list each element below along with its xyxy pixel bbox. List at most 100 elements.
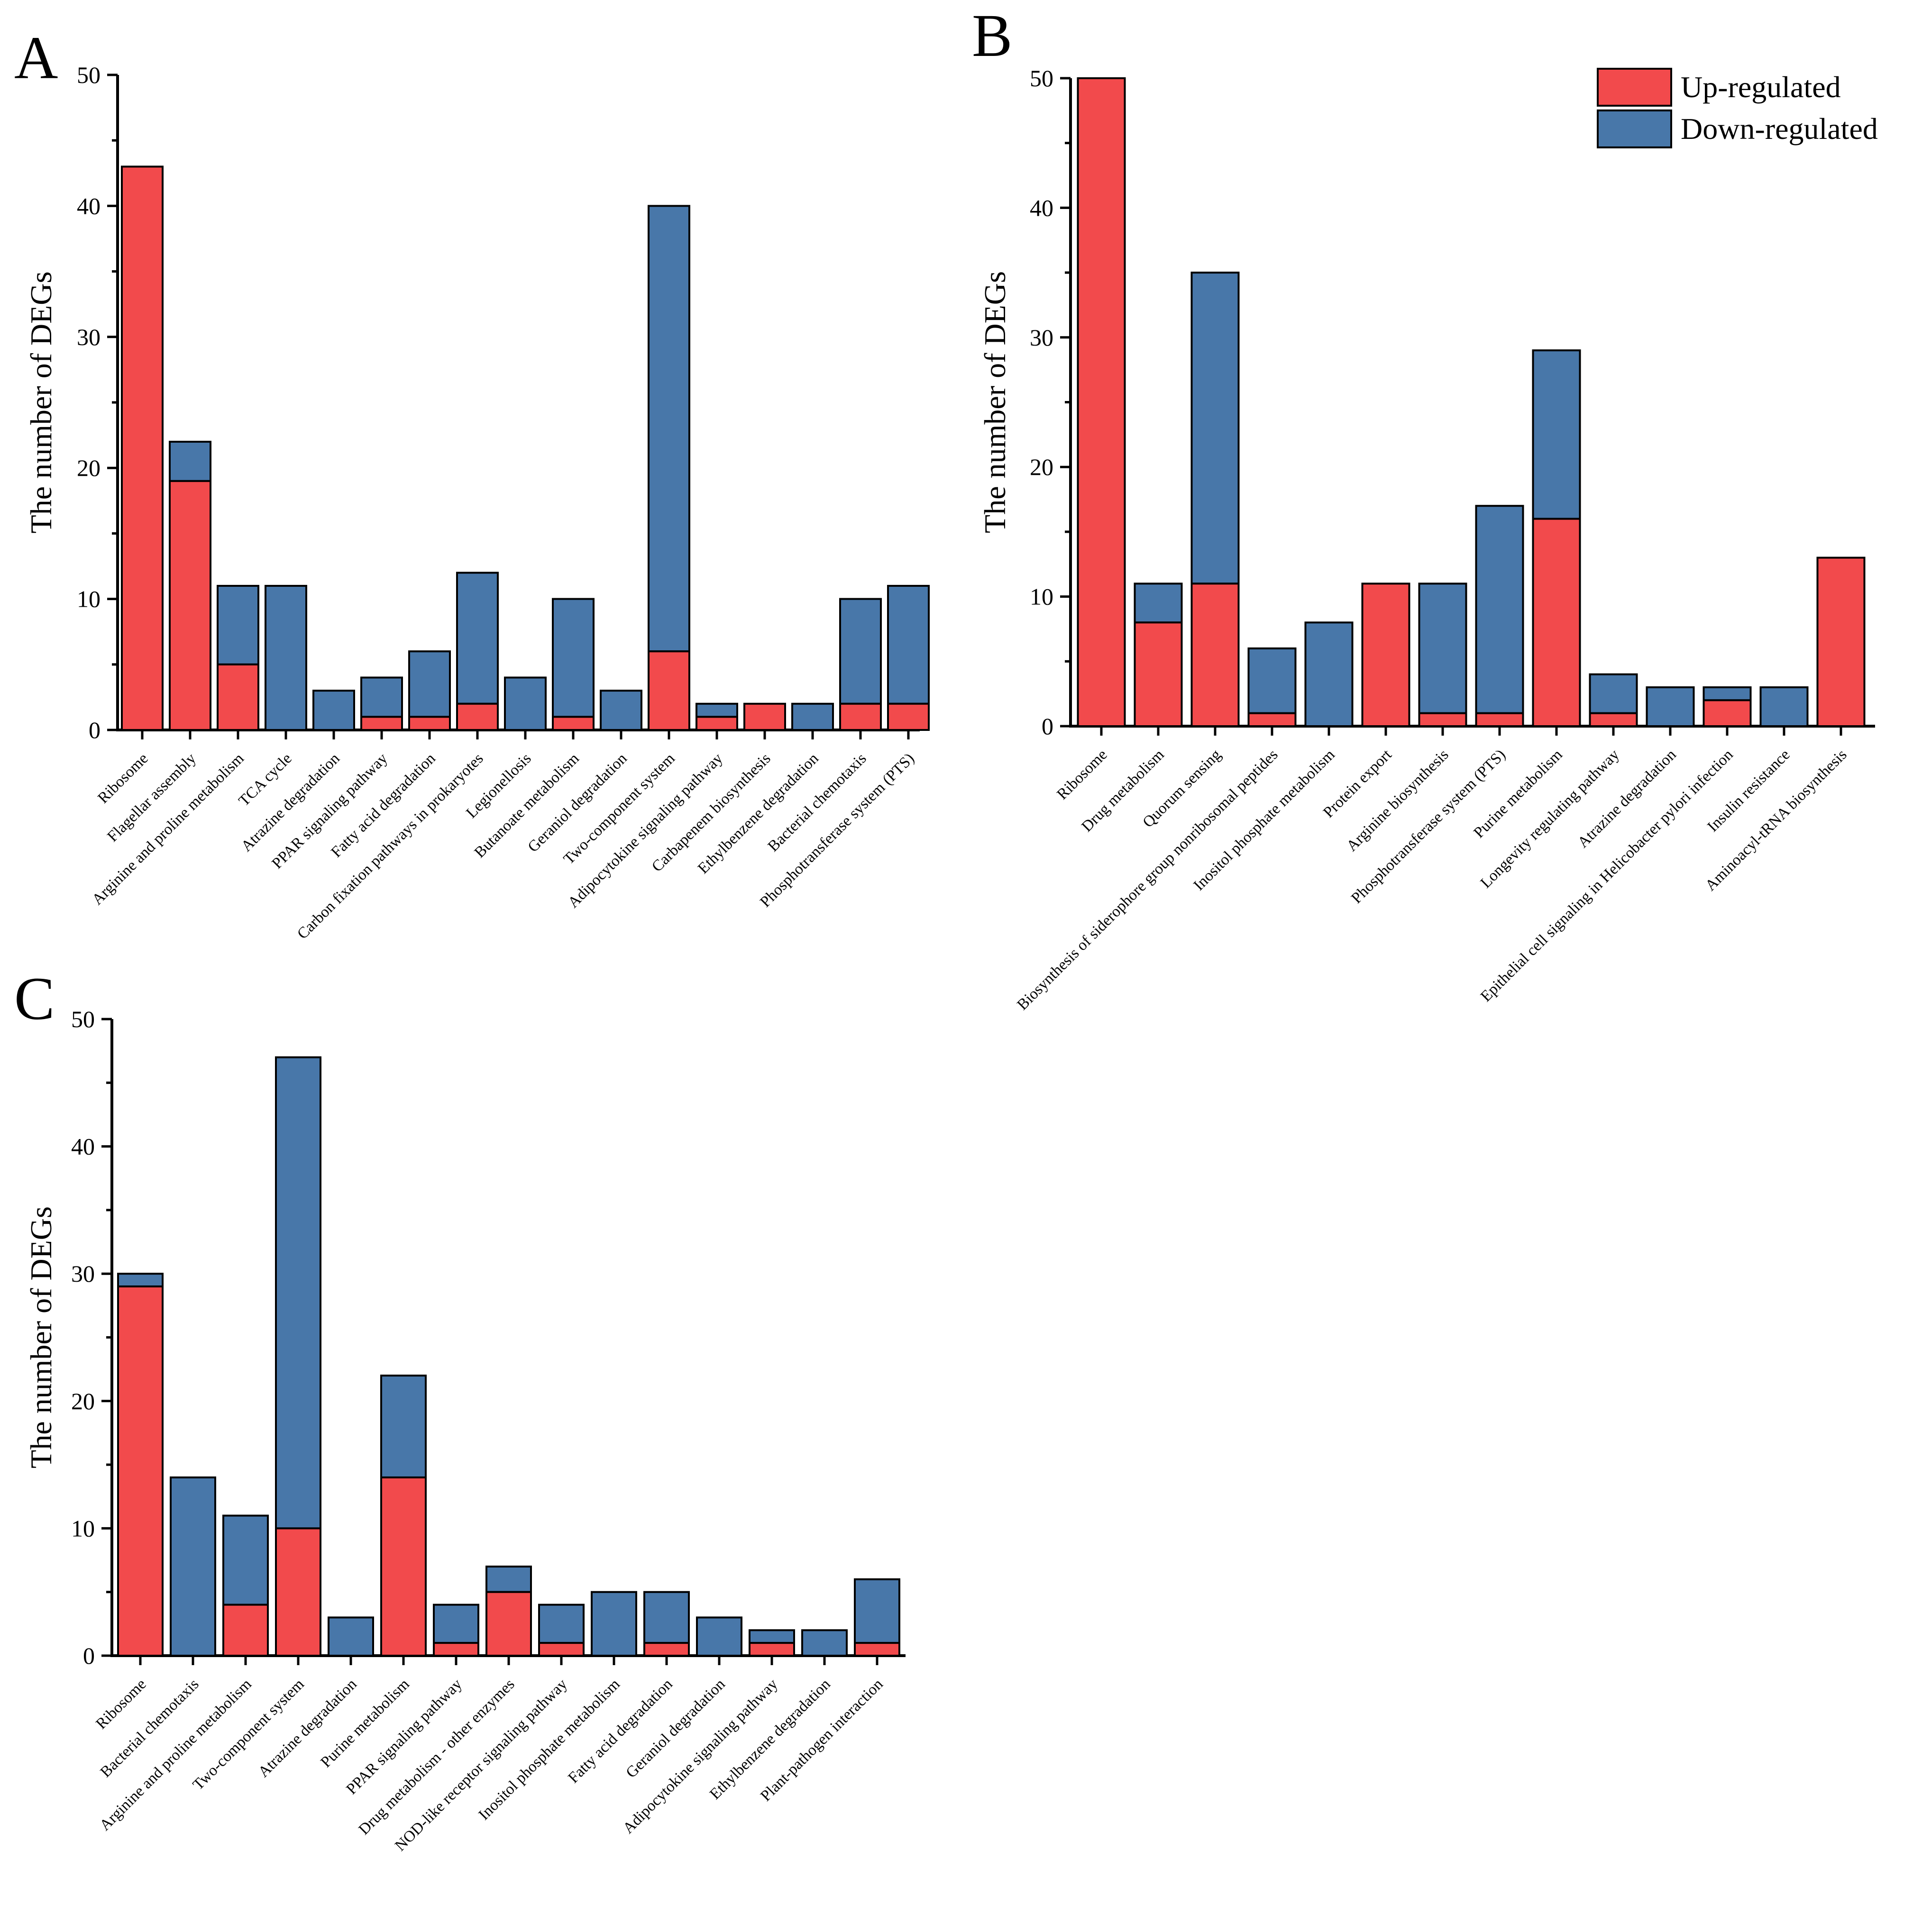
panel-a-bar-down-geraniol-degradation	[600, 690, 642, 731]
panel-b-bar-down-drug-metabolism	[1134, 583, 1183, 624]
panel-b-bar-up-drug-metabolism	[1134, 621, 1183, 728]
legend-down-label: Down-regulated	[1681, 112, 1878, 146]
panel-c-bar-up-fatty-acid-degradation	[643, 1642, 690, 1657]
panel-a-bar-up-ppar-signaling-pathway	[360, 716, 403, 731]
panel-b-bar-up-aminoacyl-trna-biosynthesis	[1816, 556, 1866, 727]
panel-b-bar-up-purine-metabolism	[1532, 518, 1581, 728]
panel-c-bar-up-nod-like-receptor-signaling-pathway	[538, 1642, 585, 1657]
panel-a-bar-down-atrazine-degradation	[312, 690, 355, 731]
panel-a-bar-down-legionellosis	[504, 676, 547, 731]
panel-b-bar-up-phosphotransferase-system-pts	[1475, 712, 1524, 728]
panel-a-bar-up-fatty-acid-degradation	[408, 716, 451, 731]
panel-c-y-tick-label: 0	[83, 1642, 95, 1669]
panel-b-x-label-ribosome: Ribosome	[1054, 746, 1111, 803]
panel-a-bar-up-two-component-system	[648, 650, 690, 731]
panel-b-x-label-arginine-biosynthesis: Arginine biosynthesis	[1343, 746, 1452, 855]
panel-c-x-label-geraniol-degradation: Geraniol degradation	[623, 1676, 729, 1781]
panel-b-bar-down-arginine-biosynthesis	[1418, 583, 1467, 714]
panel-c-bar-down-nod-like-receptor-signaling-pathway	[538, 1604, 585, 1644]
panel-c-y-axis-label: The number of DEGs	[24, 1206, 58, 1468]
panel-a-bar-down-arginine-and-proline-metabolism	[217, 584, 259, 665]
panel-a-bar-down-adipocytokine-signaling-pathway	[696, 702, 738, 718]
panel-b-x-label-biosynthesis-of-siderophore-group-nonribosomal-peptides: Biosynthesis of siderophore group nonrib…	[1014, 746, 1281, 1013]
panel-c-x-label-purine-metabolism: Purine metabolism	[318, 1676, 413, 1771]
panel-c-y-tick-label: 30	[71, 1260, 95, 1287]
panel-b-bar-up-arginine-biosynthesis	[1418, 712, 1467, 728]
panel-a-y-tick-label: 20	[77, 455, 101, 481]
panel-a-bar-down-tca-cycle	[265, 584, 307, 731]
panel-b-x-label-atrazine-degradation: Atrazine degradation	[1574, 746, 1680, 851]
panel-a-bar-down-flagellar-assembly	[169, 440, 211, 482]
panel-a-bar-up-bacterial-chemotaxis	[839, 702, 882, 731]
panel-b-bar-down-longevity-regulating-pathway	[1589, 673, 1638, 714]
panel-b-y-tick-label: 40	[1030, 194, 1053, 221]
panel-a-bar-up-arginine-and-proline-metabolism	[217, 663, 259, 731]
panel-a-bar-down-bacterial-chemotaxis	[839, 598, 882, 705]
panel-a-bar-down-phosphotransferase-system-pts	[887, 584, 930, 705]
panel-c-bar-down-fatty-acid-degradation	[643, 1591, 690, 1644]
panel-a-x-label-flagellar-assembly: Flagellar assembly	[104, 750, 200, 845]
panel-c-bar-up-two-component-system	[275, 1527, 321, 1657]
panel-c-bar-down-arginine-and-proline-metabolism	[222, 1514, 269, 1606]
panel-c-y-tick-label: 50	[71, 1006, 95, 1032]
panel-c-y-tick-label: 40	[71, 1133, 95, 1160]
panel-b-bar-down-insulin-resistance	[1759, 686, 1809, 727]
panel-c-bar-down-adipocytokine-signaling-pathway	[749, 1629, 795, 1644]
panel-c-y-tick-label: 20	[71, 1388, 95, 1414]
panel-b-bar-up-quorum-sensing	[1190, 583, 1240, 727]
legend-up-label: Up-regulated	[1681, 70, 1841, 104]
panel-c-bar-down-purine-metabolism	[380, 1375, 427, 1478]
panel-c-bar-up-drug-metabolism-other-enzymes	[485, 1591, 532, 1657]
panel-a-bar-down-fatty-acid-degradation	[408, 650, 451, 718]
panel-c-chart: C The number of DEGs 0 10 20 30 40 50 RibosomeBa…	[14, 965, 906, 1855]
panel-b-bar-down-atrazine-degradation	[1646, 686, 1695, 727]
panel-c-bar-down-atrazine-degradation	[328, 1616, 374, 1657]
panel-b-bar-down-purine-metabolism	[1532, 349, 1581, 520]
panel-a-y-axis-label: The number of DEGs	[24, 272, 58, 534]
panel-c-x-label-bacterial-chemotaxis: Bacterial chemotaxis	[97, 1676, 202, 1781]
panel-c-x-label-atrazine-degradation: Atrazine degradation	[255, 1676, 360, 1781]
panel-a-letter: A	[14, 24, 58, 91]
panel-c-bar-up-plant-pathogen-interaction	[854, 1642, 900, 1657]
panel-c-bar-up-arginine-and-proline-metabolism	[222, 1604, 269, 1657]
panel-b-bar-up-protein-export	[1361, 583, 1410, 727]
panel-a-y-tick-label: 30	[77, 324, 101, 350]
panel-a-y-tick-label: 50	[77, 62, 101, 88]
panel-a-y-tick-label: 0	[89, 717, 101, 743]
panel-a-bar-down-butanoate-metabolism	[552, 598, 595, 718]
panel-c-x-label-ribosome: Ribosome	[93, 1676, 150, 1732]
legend-down-swatch	[1597, 109, 1672, 148]
panel-a-bar-up-phosphotransferase-system-pts	[887, 702, 930, 731]
panel-b-bar-up-biosynthesis-of-siderophore-group-nonribosomal-peptides	[1247, 712, 1297, 728]
panel-c-bar-up-ppar-signaling-pathway	[433, 1642, 479, 1657]
panel-c-bar-down-drug-metabolism-other-enzymes	[485, 1565, 532, 1593]
legend: Up-regulated Down-regulated	[1597, 68, 1878, 148]
panel-b-bar-down-epithelial-cell-signaling-in-helicobacter-pylori-infection	[1702, 686, 1752, 702]
panel-c-bar-up-adipocytokine-signaling-pathway	[749, 1642, 795, 1657]
panel-b-bar-up-ribosome	[1077, 77, 1126, 727]
panel-c-bar-down-ppar-signaling-pathway	[433, 1604, 479, 1644]
panel-a-bar-down-carbon-fixation-pathways-in-prokaryotes	[456, 572, 499, 705]
panel-b-bar-down-phosphotransferase-system-pts	[1475, 505, 1524, 714]
panel-c-bar-down-ethylbenzene-degradation	[801, 1629, 848, 1657]
panel-c-bar-down-two-component-system	[275, 1056, 321, 1530]
panel-c-bar-down-inositol-phosphate-metabolism	[591, 1591, 637, 1657]
panel-b-y-tick-label: 30	[1030, 324, 1053, 351]
panel-c-bar-down-ribosome	[117, 1273, 164, 1288]
panel-c-bar-up-purine-metabolism	[380, 1476, 427, 1657]
panel-b-bar-down-quorum-sensing	[1190, 272, 1240, 585]
panel-b-y-tick-label: 0	[1042, 713, 1053, 739]
panel-b-y-tick-label: 50	[1030, 65, 1053, 91]
panel-b-y-tick-label: 20	[1030, 454, 1053, 480]
panel-b-bar-down-inositol-phosphate-metabolism	[1304, 621, 1354, 728]
panel-a-bar-up-adipocytokine-signaling-pathway	[696, 716, 738, 731]
panel-c-bar-down-bacterial-chemotaxis	[170, 1476, 216, 1657]
panel-b-letter: B	[972, 2, 1012, 69]
panel-a-bar-down-two-component-system	[648, 205, 690, 653]
panel-a-bar-up-butanoate-metabolism	[552, 716, 595, 731]
panel-a-bar-down-ppar-signaling-pathway	[360, 676, 403, 718]
panel-c-x-label-fatty-acid-degradation: Fatty acid degradation	[565, 1676, 676, 1786]
